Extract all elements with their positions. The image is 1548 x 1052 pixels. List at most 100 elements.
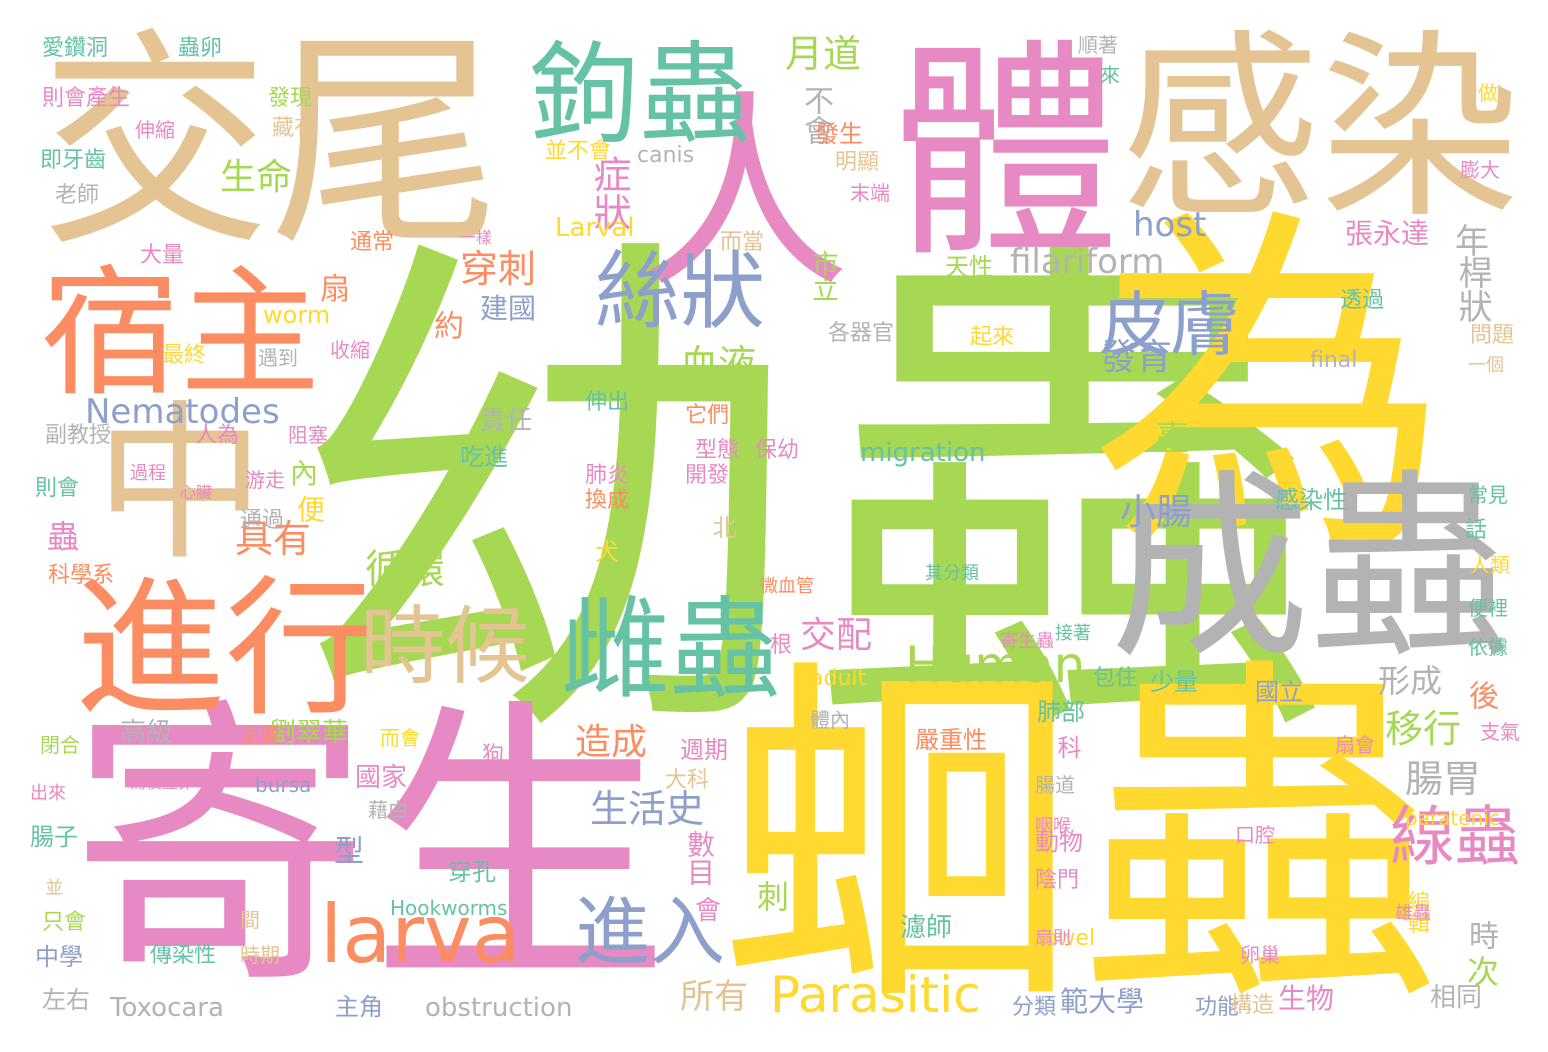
word-125: 各器官	[828, 321, 895, 346]
word-48: 天性	[945, 253, 993, 281]
word-91: 中學	[35, 943, 83, 971]
word-13: 雌蟲	[560, 586, 780, 714]
word-175: 心臟	[180, 483, 213, 502]
word-72: 遇到	[258, 346, 298, 370]
word-25: 月道	[785, 32, 862, 76]
word-8: 成蟲	[1110, 453, 1511, 686]
word-173: 根	[770, 633, 793, 658]
word-29: 穿刺	[460, 247, 537, 291]
word-172: 人類	[1470, 553, 1510, 577]
word-74: 副教授	[45, 423, 112, 448]
word-24: Nematodes	[85, 392, 280, 432]
word-52: final	[1310, 348, 1358, 373]
word-177: 寄生蟲	[1000, 631, 1054, 652]
word-64: 伸縮	[135, 118, 175, 142]
word-142: 末端	[850, 181, 890, 205]
word-53: migration	[860, 438, 986, 468]
word-98: 次	[1462, 955, 1500, 987]
word-119: 型態	[695, 438, 740, 463]
word-170: 出來	[30, 783, 66, 804]
word-156: 卵巢	[1240, 943, 1280, 967]
word-155: 構造	[1230, 993, 1275, 1018]
word-164: 閉合	[40, 733, 80, 757]
word-59: Toxocara	[110, 993, 224, 1023]
word-79: 內	[290, 457, 319, 490]
word-4: 交尾	[40, 11, 501, 278]
word-60: paratenic	[1405, 806, 1500, 830]
word-106: 科	[1053, 735, 1081, 759]
word-116: 會	[695, 896, 722, 926]
word-107: 感染性	[1275, 486, 1347, 514]
word-154: 功能	[1195, 995, 1240, 1020]
word-81: 蟲	[42, 520, 80, 552]
word-5: 體	[890, 21, 1121, 288]
word-147: 包住	[1093, 666, 1138, 691]
word-130: 發生	[815, 120, 863, 148]
word-158: 扇則	[1035, 928, 1071, 949]
word-161: 則會	[35, 476, 80, 501]
word-171: 而後產卵	[130, 773, 195, 792]
word-34: 交配	[800, 615, 873, 656]
word-10: 中	[95, 386, 266, 584]
word-31: 具有	[235, 517, 312, 561]
word-131: 並不會	[545, 139, 612, 164]
word-73: 收縮	[330, 338, 370, 362]
word-144: 一個	[1468, 355, 1504, 376]
word-178: 接著	[1055, 623, 1091, 644]
word-100: 臺	[1149, 420, 1189, 454]
word-71: 最終	[162, 343, 207, 368]
word-168: 間	[240, 908, 260, 932]
word-92: 只會	[42, 910, 87, 935]
word-103: 國立	[1255, 678, 1303, 706]
word-120: 保幼	[755, 438, 800, 463]
word-54: adult	[810, 666, 867, 691]
word-78: 吃進	[460, 443, 508, 471]
word-41: 張永達	[1345, 217, 1430, 250]
word-50: worm	[263, 301, 331, 329]
word-97: 相同	[1430, 983, 1483, 1013]
word-132: 而當	[720, 230, 765, 255]
word-86: 狗	[482, 743, 505, 768]
word-45: 建國	[480, 292, 537, 325]
word-56: Hookworms	[390, 896, 508, 920]
word-127: 透過	[1340, 288, 1385, 313]
word-7: 人	[640, 72, 851, 317]
word-143: 一樣	[460, 228, 493, 247]
word-169: 並	[45, 878, 63, 899]
word-1: 為	[1090, 180, 1450, 599]
word-133: 犬	[595, 538, 619, 566]
word-108: 嚴重性	[915, 726, 987, 754]
word-159: 口腔	[1235, 823, 1275, 847]
word-153: 分類	[1012, 995, 1057, 1020]
word-36: 發育	[1100, 337, 1173, 378]
word-96: 生物	[1278, 982, 1335, 1015]
word-49: Larval	[555, 213, 635, 243]
word-160: 咽喉	[1035, 816, 1071, 837]
word-46: 約	[428, 310, 463, 340]
word-148: 腸道	[1035, 773, 1075, 797]
word-146: 微血管	[760, 576, 814, 597]
word-117: 北	[708, 515, 736, 539]
word-27: 生命	[220, 157, 293, 198]
word-124: 伸出	[585, 390, 630, 415]
word-104: 少量	[1150, 668, 1198, 696]
word-62: 則會產生	[42, 86, 131, 111]
word-93: 左右	[42, 986, 90, 1014]
word-63: 蟲卵	[178, 36, 223, 61]
word-18: 進入	[575, 888, 726, 976]
word-157: 雄蟲	[1395, 903, 1431, 924]
word-123: 換成	[585, 488, 630, 513]
word-145: 其分類	[925, 563, 979, 584]
word-118: 開發	[685, 463, 730, 488]
word-22: filariform	[1010, 242, 1165, 282]
word-176: 過程	[130, 463, 166, 484]
word-115: 數目	[683, 830, 716, 886]
word-102: 形成	[1378, 662, 1443, 700]
word-150: 體內	[810, 708, 850, 732]
word-16: 時候	[360, 598, 531, 697]
word-114: 大科	[665, 768, 710, 793]
word-83: 高級	[120, 718, 173, 748]
word-137: 常見	[1468, 483, 1508, 507]
word-76: 阻塞	[288, 423, 328, 447]
word-109: 動物	[1035, 828, 1083, 856]
